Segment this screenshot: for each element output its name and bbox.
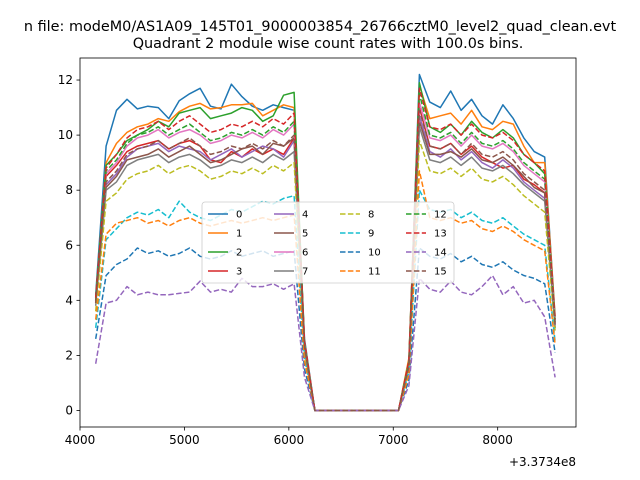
series-line-15 <box>94 109 556 412</box>
legend-label-6: 6 <box>302 248 308 259</box>
figure-suptitle: n file: modeM0/AS1A09_145T01_9000003854_… <box>23 19 617 35</box>
y-tick-label: 12 <box>58 73 73 87</box>
chart-title: Quadrant 2 module wise count rates with … <box>132 36 524 52</box>
x-tick-label: 6000 <box>274 433 305 447</box>
legend-label-8: 8 <box>368 210 374 221</box>
legend-label-1: 1 <box>236 229 242 240</box>
legend-label-11: 11 <box>368 267 381 278</box>
legend-label-13: 13 <box>434 229 447 240</box>
x-tick-label: 4000 <box>65 433 96 447</box>
legend-label-12: 12 <box>434 210 447 221</box>
series-line-10 <box>94 247 556 412</box>
series-layer <box>94 73 556 412</box>
legend-label-15: 15 <box>434 267 447 278</box>
y-tick-label: 2 <box>65 348 73 362</box>
legend-label-0: 0 <box>236 210 242 221</box>
y-tick-label: 10 <box>58 128 73 142</box>
legend-label-4: 4 <box>302 210 308 221</box>
legend-label-3: 3 <box>236 267 242 278</box>
legend-label-14: 14 <box>434 248 447 259</box>
series-line-12 <box>94 93 556 412</box>
series-line-11 <box>94 170 556 412</box>
y-tick-label: 0 <box>65 403 73 417</box>
x-tick-label: 8000 <box>482 433 513 447</box>
legend-box <box>201 201 455 284</box>
x-offset-label: +3.3734e8 <box>509 455 576 469</box>
legend-label-9: 9 <box>368 229 374 240</box>
legend-label-2: 2 <box>236 248 242 259</box>
y-tick-label: 6 <box>65 238 73 252</box>
axes-frame <box>79 57 577 428</box>
series-line-8 <box>94 139 556 412</box>
series-line-14 <box>94 274 556 412</box>
x-tick-label: 7000 <box>378 433 409 447</box>
legend-label-5: 5 <box>302 229 308 240</box>
legend-label-10: 10 <box>368 248 381 259</box>
y-tick-label: 8 <box>65 183 73 197</box>
legend-label-7: 7 <box>302 267 308 278</box>
x-tick-label: 5000 <box>169 433 200 447</box>
y-tick-label: 4 <box>65 293 73 307</box>
